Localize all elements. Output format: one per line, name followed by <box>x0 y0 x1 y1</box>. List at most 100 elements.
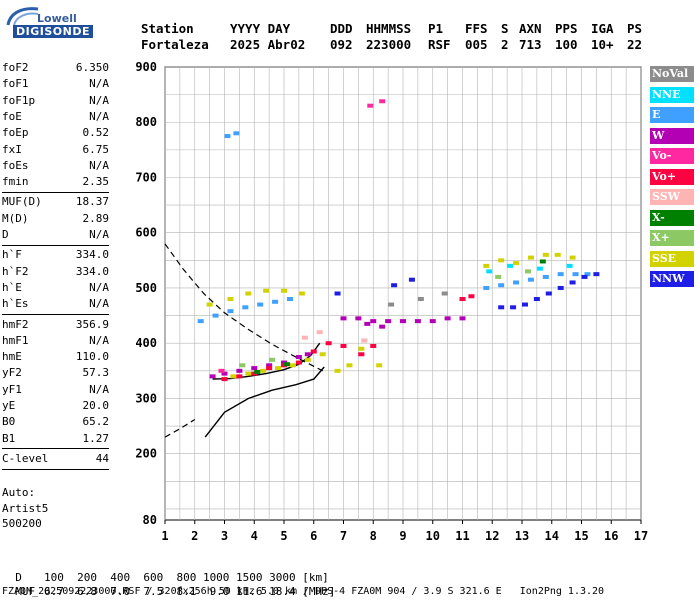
param-separator <box>2 448 109 450</box>
data-point-x <box>524 269 531 274</box>
x-tick-label: 14 <box>545 529 559 543</box>
data-point-ssw <box>301 335 308 340</box>
data-point-sse <box>542 252 549 257</box>
param-row: foEp 0.52 <box>2 126 109 140</box>
y-tick-label: 600 <box>135 226 157 240</box>
data-point-e <box>242 305 249 310</box>
header-col-value: 092 <box>330 37 353 52</box>
header-col-label: YYYY DAY <box>230 21 291 36</box>
data-point-e <box>272 299 279 304</box>
data-point-w <box>266 363 273 368</box>
legend-item: E <box>650 107 694 123</box>
footer-muf-values: 6.7 6.8 7.0 7.5 8.1 9.0 11.6 18.4 [MHz] <box>44 585 336 598</box>
data-point-nnw <box>391 283 398 288</box>
param-row: fmin 2.35 <box>2 175 109 189</box>
data-point-e <box>286 297 293 302</box>
data-point-x <box>539 259 546 264</box>
param-row: h`F2 334.0 <box>2 265 109 279</box>
x-tick-label: 3 <box>221 529 228 543</box>
data-point-sse <box>298 291 305 296</box>
data-point-w <box>364 321 371 326</box>
data-point-e <box>542 274 549 279</box>
x-tick-label: 15 <box>574 529 588 543</box>
data-point-vo <box>295 360 302 365</box>
param-value: N/A <box>89 333 109 347</box>
param-row: foF2 6.350 <box>2 61 109 75</box>
data-point-vo <box>266 366 273 371</box>
param-row: hmE 110.0 <box>2 350 109 364</box>
y-tick-label: 800 <box>135 115 157 129</box>
header-col-label: AXN <box>519 21 542 36</box>
param-value: 6.350 <box>75 61 109 74</box>
data-point-vo <box>379 99 386 104</box>
param-value: 65.2 <box>82 415 110 429</box>
data-point-vo <box>236 374 243 379</box>
header-col-value: 2025 Abr02 <box>230 37 306 52</box>
param-value: N/A <box>89 280 109 294</box>
data-point-sse <box>230 374 237 379</box>
param-name: yE <box>2 399 16 412</box>
param-value: 57.3 <box>82 366 110 380</box>
data-point-x <box>269 357 276 362</box>
param-row: foE N/A <box>2 110 109 124</box>
x-tick-label: 17 <box>634 529 648 543</box>
data-point-w <box>444 316 451 321</box>
data-point-e <box>557 272 564 277</box>
header-col-label: PPS <box>555 21 578 36</box>
param-name: M(D) <box>2 211 29 225</box>
data-point-sse <box>281 288 287 293</box>
ionogram-chart: 1 2 3 4 5 6 7 8 9 10 11 12 13 14 15 16 17802003004005006… <box>135 60 648 543</box>
param-value: N/A <box>89 109 109 123</box>
data-point-vo <box>358 352 365 357</box>
data-point-nne <box>486 269 493 274</box>
profile-curve <box>204 366 325 438</box>
logo-top-text: Lowell <box>37 12 77 25</box>
data-point-sse <box>346 363 353 368</box>
x-tick-label: 9 <box>399 529 406 543</box>
data-point-nnw <box>569 280 576 285</box>
header-col-value: RSF <box>428 37 451 52</box>
y-tick-label: 300 <box>135 391 157 405</box>
param-value: 1.27 <box>82 431 110 445</box>
param-row: B1 1.27 <box>2 432 109 446</box>
param-value: 20.0 <box>82 399 110 412</box>
x-tick-label: 11 <box>455 529 469 543</box>
data-point-e <box>483 285 490 290</box>
x-tick-label: 7 <box>340 529 347 543</box>
data-point-vo <box>367 103 374 108</box>
footer-file-line: FZA0M_2025092223000.RSF / 320fx256h 50 k… <box>2 586 605 597</box>
param-value: 356.9 <box>75 317 109 331</box>
data-point-vo <box>468 294 475 299</box>
footer-muf-row: MUF 6.7 6.8 7.0 7.5 8.1 9.0 11.6 18.4 [MH… <box>2 572 335 598</box>
param-name: h`F2 <box>2 264 29 278</box>
data-point-x <box>239 363 246 368</box>
legend-item: NoVal <box>650 66 694 82</box>
param-row: yF1 N/A <box>2 383 109 397</box>
param-separator <box>2 314 109 315</box>
data-point-sse <box>227 297 234 302</box>
footer-d-values: 100 200 400 600 800 1000 1500 3000 [km] <box>44 571 329 584</box>
y-tick-label: 200 <box>135 447 157 461</box>
param-value: N/A <box>89 77 109 91</box>
data-point-sse <box>275 366 282 371</box>
x-tick-label: 1 <box>161 529 168 543</box>
data-point-e <box>527 277 534 282</box>
data-point-vo <box>310 349 317 354</box>
data-point-sse <box>483 263 490 268</box>
footer-d-row: D 100 200 400 600 800 1000 1500 3000 [km] <box>2 558 329 584</box>
data-point-sse <box>358 346 365 351</box>
param-value: N/A <box>89 382 109 396</box>
legend-item: X- <box>650 209 694 226</box>
data-point-e <box>233 131 240 136</box>
data-point-w <box>400 319 406 324</box>
autoscale-text: Auto: <box>2 486 36 499</box>
param-value: 334.0 <box>75 248 109 262</box>
data-point-w <box>429 319 436 324</box>
data-point-nne <box>507 263 514 268</box>
data-point-sse <box>263 288 270 293</box>
data-point-vo <box>325 341 332 346</box>
data-point-e <box>584 272 591 277</box>
mufd-curve <box>164 243 323 372</box>
y-tick-label: 900 <box>135 60 157 74</box>
data-point-sse <box>376 363 383 368</box>
